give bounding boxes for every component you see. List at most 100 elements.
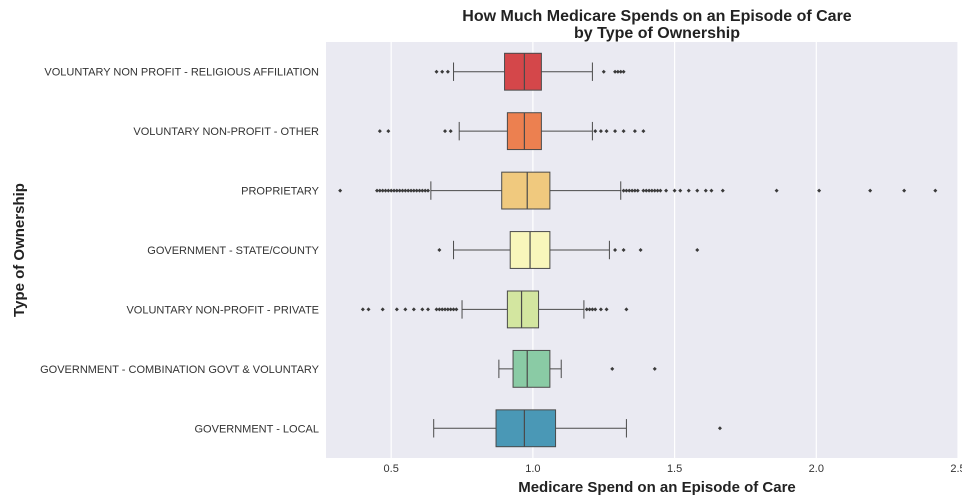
outlier-point [615,69,620,74]
x-tick-label: 0.5 [384,463,399,475]
outlier-point [451,307,456,312]
outlier-point [621,248,626,252]
outlier-point [423,188,428,193]
outlier-point [366,307,371,312]
outlier-point [621,69,626,74]
outlier-point [454,307,459,312]
outlier-point [338,188,343,193]
outlier-point [380,307,385,312]
outlier-point [587,307,592,312]
outlier-point [641,188,646,193]
outlier-point [375,188,380,193]
outlier-point [902,188,907,193]
outlier-point [426,307,431,312]
outlier-point [598,307,603,312]
category-label: GOVERNMENT - STATE/COUNTY [147,245,319,257]
outlier-point [695,188,700,193]
outlier-point [695,248,700,252]
outlier-point [445,307,450,312]
x-tick-label: 2.5 [950,463,962,475]
outlier-point [440,69,445,74]
outlier-point [593,129,598,134]
box-group [360,290,629,329]
outlier-point [590,307,595,312]
category-label: GOVERNMENT - COMBINATION GOVT & VOLUNTAR… [40,364,320,376]
outlier-point [409,188,414,193]
outlier-point [604,307,609,312]
outlier-point [360,307,365,312]
outlier-point [933,188,938,193]
outlier-point [420,307,425,312]
outlier-point [709,188,714,193]
outlier-point [411,188,416,193]
outlier-point [406,188,411,193]
outlier-point [426,188,431,193]
outlier-point [638,248,643,252]
outlier-point [774,188,779,193]
outlier-point [437,248,442,252]
category-label: PROPRIETARY [241,186,319,198]
box-iqr [495,409,557,448]
outlier-point [377,129,382,134]
outlier-point [649,188,654,193]
outlier-point [703,188,708,193]
outlier-point [389,188,394,193]
outlier-point [377,188,382,193]
outlier-point [593,307,598,312]
outlier-point [868,188,873,193]
outlier-point [641,129,646,134]
x-axis-title: Medicare Spend on an Episode of Care [518,479,796,496]
outlier-point [383,188,388,193]
box-group [433,409,722,448]
outlier-point [394,188,399,193]
outlier-point [647,188,652,193]
outlier-point [613,69,618,74]
chart-title: How Much Medicare Spends on an Episode o… [462,8,852,25]
outlier-point [630,188,635,193]
outlier-point [403,307,408,312]
outlier-point [443,307,448,312]
outlier-point [686,188,691,193]
outlier-point [601,69,606,74]
outlier-point [598,129,603,134]
outlier-point [380,188,385,193]
outlier-point [392,188,397,193]
outlier-point [604,129,609,134]
x-tick-label: 2.0 [809,463,824,475]
outlier-point [613,129,618,134]
outlier-point [720,188,725,193]
outlier-point [632,129,637,134]
outlier-point [434,69,439,74]
outlier-point [658,188,663,193]
outlier-point [678,188,683,193]
outlier-point [672,188,677,193]
box-plots [338,52,938,448]
outlier-point [717,426,722,431]
outlier-point [635,188,640,193]
box-group [498,349,657,388]
outlier-point [613,248,618,252]
x-tick-label: 1.0 [525,463,540,475]
outlier-point [652,366,657,371]
y-axis-categories: VOLUNTARY NON PROFIT - RELIGIOUS AFFILIA… [40,67,320,436]
outlier-point [403,188,408,193]
outlier-point [386,129,391,134]
outlier-point [445,69,450,74]
outlier-point [644,188,649,193]
outlier-point [817,188,822,193]
box-iqr [504,52,542,91]
outlier-point [624,188,629,193]
outlier-point [386,188,391,193]
outlier-point [621,129,626,134]
outlier-point [652,188,657,193]
outlier-point [584,307,589,312]
outlier-point [448,129,453,134]
outlier-point [621,188,626,193]
box-iqr [501,171,551,210]
box-group [338,171,938,210]
outlier-point [655,188,660,193]
outlier-point [417,188,422,193]
box-group [434,52,626,91]
outlier-point [627,188,632,193]
outlier-point [440,307,445,312]
